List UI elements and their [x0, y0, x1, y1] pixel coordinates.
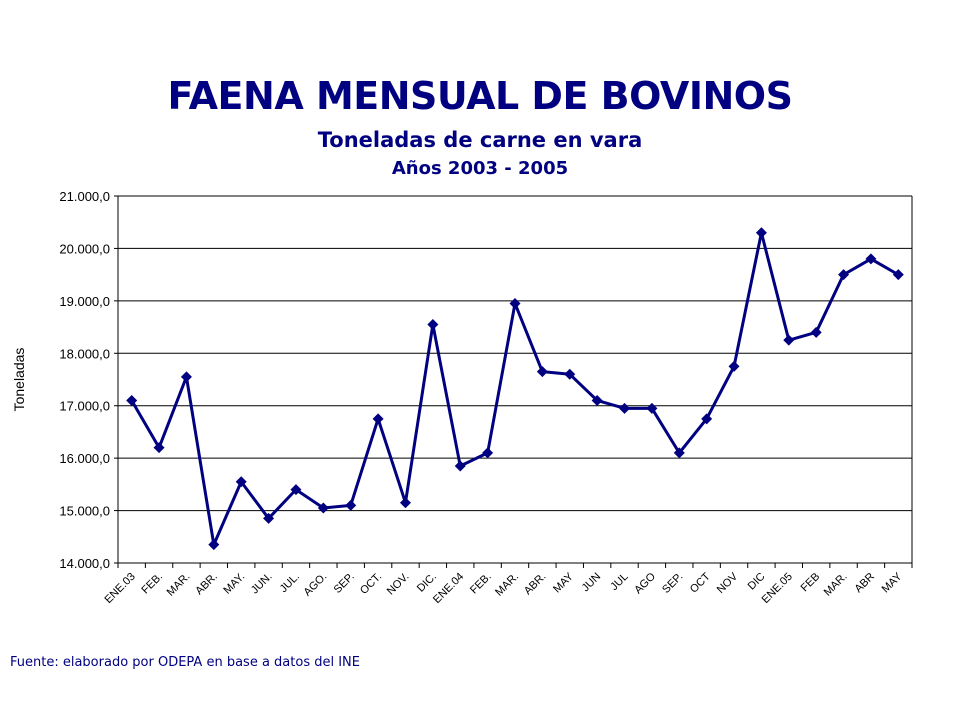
- data-point: [673, 447, 685, 459]
- data-point: [892, 269, 904, 281]
- y-tick-label: 17.000,0: [59, 399, 110, 414]
- data-point: [126, 394, 138, 406]
- data-point: [591, 394, 603, 406]
- x-tick-label: MAY: [551, 570, 576, 595]
- x-tick-label: JUN: [580, 571, 604, 595]
- x-tick-label: FEB: [799, 571, 823, 595]
- data-point: [755, 227, 767, 239]
- data-point: [482, 447, 494, 459]
- x-tick-label: SEP.: [332, 571, 357, 596]
- data-point: [290, 484, 302, 496]
- x-tick-label: ABR: [853, 571, 878, 596]
- y-tick-label: 18.000,0: [59, 346, 110, 361]
- data-point: [865, 253, 877, 265]
- x-tick-label: NOV.: [385, 571, 412, 598]
- y-tick-label: 21.000,0: [59, 189, 110, 204]
- y-tick-label: 14.000,0: [59, 556, 110, 571]
- data-point: [345, 499, 357, 511]
- x-tick-label: FEB.: [468, 571, 494, 597]
- data-point: [180, 371, 192, 383]
- series-line: [130, 231, 900, 547]
- x-tick-label: NOV: [715, 570, 741, 596]
- data-point: [372, 413, 384, 425]
- chart-subtitle: Toneladas de carne en vara: [317, 128, 643, 152]
- x-tick-label: MAY: [880, 570, 905, 595]
- data-point: [235, 476, 247, 488]
- x-tick-label: MAR.: [165, 571, 193, 599]
- x-tick-label: SEP.: [660, 571, 685, 596]
- x-tick-label: MAR.: [822, 571, 850, 599]
- data-point: [399, 497, 411, 509]
- x-tick-label: MAR.: [493, 571, 521, 599]
- x-tick-label: ABR.: [522, 571, 549, 598]
- x-tick-label: MAY.: [221, 571, 247, 597]
- y-tick-label: 19.000,0: [59, 294, 110, 309]
- data-point: [810, 326, 822, 338]
- data-point: [838, 269, 850, 281]
- data-point: [454, 460, 466, 472]
- y-tick-label: 20.000,0: [59, 241, 110, 256]
- x-tick-label: DIC: [746, 571, 768, 593]
- source-note: Fuente: elaborado por ODEPA en base a da…: [10, 655, 360, 670]
- chart-title: FAENA MENSUAL DE BOVINOS: [167, 74, 793, 118]
- x-tick-label: DIC.: [415, 571, 439, 595]
- data-point: [783, 334, 795, 346]
- chart-years-subtitle: Años 2003 - 2005: [391, 158, 569, 179]
- y-axis-label: Toneladas: [11, 348, 27, 412]
- data-point: [728, 360, 740, 372]
- data-point: [263, 512, 275, 524]
- data-point: [619, 402, 631, 414]
- x-tick-label: FEB.: [139, 571, 165, 597]
- data-point: [646, 402, 658, 414]
- y-tick-label: 15.000,0: [59, 504, 110, 519]
- data-point: [536, 366, 548, 378]
- data-point: [564, 368, 576, 380]
- x-tick-label: JUL: [608, 571, 630, 593]
- x-tick-label: ENE.04: [431, 571, 466, 606]
- x-tick-label: OCT: [688, 570, 713, 595]
- x-tick-label: AGO: [632, 570, 658, 596]
- data-point: [427, 318, 439, 330]
- x-tick-label: ABR.: [193, 571, 220, 598]
- data-point: [208, 539, 220, 551]
- x-tick-label: OCT.: [358, 571, 384, 597]
- data-point: [317, 502, 329, 514]
- y-tick-label: 16.000,0: [59, 451, 110, 466]
- data-point: [509, 297, 521, 309]
- x-tick-label: JUN.: [249, 571, 275, 597]
- x-tick-label: AGO.: [302, 571, 330, 599]
- data-point: [701, 413, 713, 425]
- data-point: [153, 442, 165, 454]
- x-tick-label: ENE.03: [103, 571, 138, 606]
- x-tick-label: ENE.05: [760, 571, 795, 606]
- x-tick-label: JUL.: [278, 571, 302, 595]
